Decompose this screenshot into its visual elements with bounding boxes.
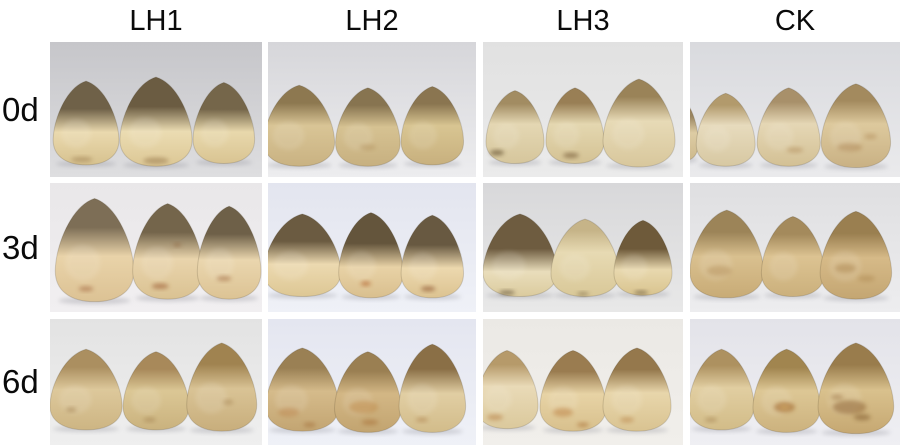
blemish-spot xyxy=(487,414,503,421)
photo-cell-LH2-0d xyxy=(268,42,476,177)
blemish-spot xyxy=(832,400,867,415)
blemish-spot xyxy=(830,394,844,400)
blemish-spot xyxy=(864,133,877,140)
photo-cell-LH3-3d xyxy=(483,183,683,312)
blemish-spot xyxy=(172,242,182,247)
blemish-spot xyxy=(78,286,94,292)
photo-cell-LH3-6d xyxy=(483,319,683,445)
photo-cell-LH3-0d xyxy=(483,42,683,177)
blemish-spot xyxy=(786,147,804,153)
row-label-6d: 6d xyxy=(2,363,39,400)
column-header-ck: CK xyxy=(774,4,816,37)
blemish-spot xyxy=(359,144,377,150)
blemish-spot xyxy=(490,150,504,156)
blemish-spot xyxy=(222,399,234,405)
photo-cell-LH1-0d xyxy=(50,42,262,177)
mushroom-photo xyxy=(50,183,262,312)
photo-cell-LH2-3d xyxy=(268,183,476,312)
blemish-spot xyxy=(65,407,77,412)
row-label-3d: 3d xyxy=(2,228,39,266)
blemish-spot xyxy=(837,143,863,152)
blemish-spot xyxy=(834,263,856,273)
blemish-spot xyxy=(620,417,634,423)
mushroom-photo xyxy=(268,42,476,177)
blemish-spot xyxy=(278,407,300,417)
blemish-spot xyxy=(704,417,718,423)
blemish-spot xyxy=(553,407,573,417)
blemish-spot xyxy=(415,417,429,423)
mushroom-photo xyxy=(50,42,262,177)
column-header-lh2: LH2 xyxy=(345,4,399,37)
photo-cell-CK-3d xyxy=(690,183,900,312)
blemish-spot xyxy=(71,156,93,163)
blemish-spot xyxy=(634,290,648,295)
mushroom-photo xyxy=(50,319,262,445)
mushroom-photo xyxy=(483,183,683,312)
blemish-spot xyxy=(858,275,875,282)
blemish-spot xyxy=(361,419,379,426)
photo-cell-CK-0d xyxy=(690,42,900,177)
photo-cell-LH1-3d xyxy=(50,183,262,312)
mushroom-photo xyxy=(690,42,900,177)
blemish-spot xyxy=(706,265,732,276)
mushroom-photo xyxy=(483,42,683,177)
blemish-spot xyxy=(577,292,589,296)
photo-cell-CK-6d xyxy=(690,319,900,445)
mushroom-photo xyxy=(690,183,900,312)
photo-cell-LH1-6d xyxy=(50,319,262,445)
blemish-spot xyxy=(563,152,579,159)
blemish-spot xyxy=(360,281,371,286)
blemish-spot xyxy=(143,157,169,165)
blemish-spot xyxy=(779,404,790,410)
column-header-lh1: LH1 xyxy=(129,4,183,37)
column-header-lh3: LH3 xyxy=(556,4,610,37)
mushroom-photo xyxy=(690,319,900,445)
blemish-spot xyxy=(853,414,871,421)
mushroom-photo xyxy=(483,319,683,445)
blemish-spot xyxy=(420,286,436,292)
blemish-spot xyxy=(151,283,169,290)
row-label-0d: 0d xyxy=(2,90,39,128)
mushroom-1 xyxy=(690,107,699,161)
blemish-spot xyxy=(499,290,515,295)
blemish-spot xyxy=(577,422,589,428)
blemish-spot xyxy=(303,422,316,428)
blemish-spot xyxy=(216,275,232,282)
photo-cell-LH2-6d xyxy=(268,319,476,445)
mushroom-photo xyxy=(268,183,476,312)
blemish-spot xyxy=(143,417,156,423)
mushroom-photo xyxy=(268,319,476,445)
blemish-spot xyxy=(349,400,379,414)
